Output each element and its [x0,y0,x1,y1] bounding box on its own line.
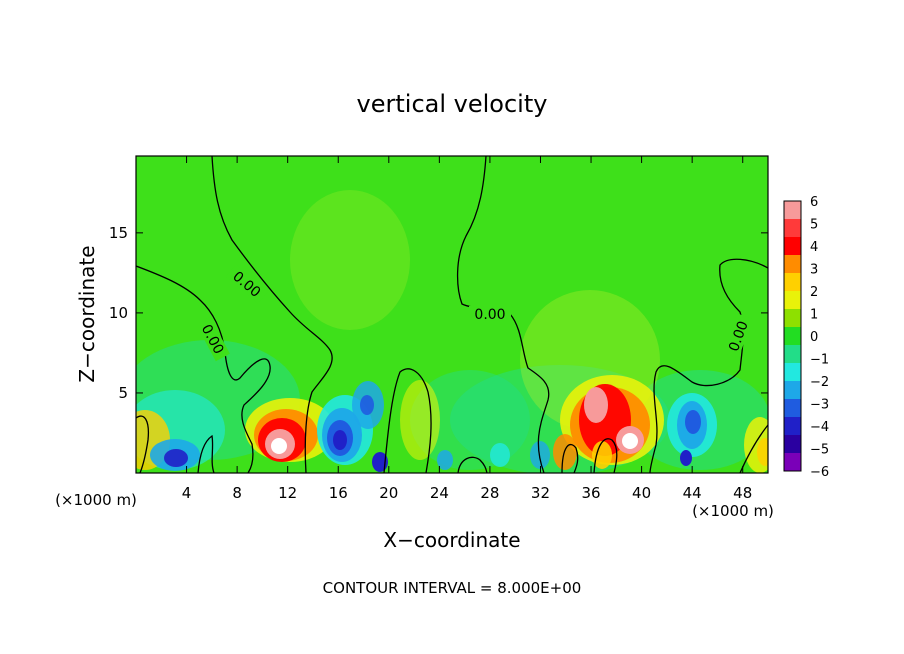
colorbar-swatch [784,327,801,346]
field-blob [437,450,453,470]
colorbar-label: −3 [810,398,829,413]
colorbar-swatch [784,309,801,328]
colorbar-swatch [784,381,801,400]
colorbar-swatch [784,273,801,292]
contour-line [649,258,768,473]
field-blob [271,438,287,454]
colorbar-swatch [784,345,801,364]
x-tick-label: 40 [632,484,651,502]
colorbar-label: 6 [810,195,818,210]
colorbar-frame [783,200,802,472]
x-tick-label: 20 [379,484,398,502]
field-blob [360,395,374,415]
colorbar-swatch [784,453,801,472]
field-blob [530,441,550,469]
plot-area: 0.00 0.00 0.00 0.00 [136,156,768,473]
x-tick-label: 36 [581,484,600,502]
colorbar-label: −1 [810,353,829,368]
field-blob [400,380,440,460]
field-blob [490,443,510,467]
x-tick-label: 44 [683,484,702,502]
field-blobs [136,190,768,473]
plot-frame [135,155,769,474]
x-tick-label: 48 [733,484,752,502]
x-tick-label: 24 [430,484,449,502]
x-tick-label: 8 [232,484,242,502]
x-tick-label: 12 [278,484,297,502]
y-tick-label: 5 [118,384,128,402]
field-blob [757,438,768,466]
colorbar-label: −5 [810,443,829,458]
field-blob [680,450,692,466]
contour-line [197,434,215,473]
x-axis: 4 8 12 16 20 24 28 32 36 40 44 48 [182,156,752,502]
contour-line [739,424,768,473]
colorbar-swatch [784,255,801,274]
y-axis: 5 10 15 [109,224,768,402]
y-tick-label: 15 [109,224,128,242]
colorbar: 6 5 4 3 2 1 0 −1 −2 −3 −4 −5 −6 [783,195,829,480]
colorbar-swatch [784,201,801,220]
colorbar-swatch [784,237,801,256]
field-blob [622,433,638,449]
field-blob [685,410,701,434]
colorbar-label: 0 [810,330,818,345]
colorbar-swatch [784,219,801,238]
colorbar-swatch [784,399,801,418]
colorbar-swatch [784,291,801,310]
field-blob [164,449,188,467]
colorbar-swatch [784,363,801,382]
field-blob [290,190,410,330]
field-blob [584,387,608,423]
contour-line [561,443,579,473]
x-tick-label: 16 [329,484,348,502]
x-unit-label-right: (×1000 m) [692,502,774,520]
colorbar-label: 1 [810,308,818,323]
x-tick-label: 28 [480,484,499,502]
x-tick-label: 32 [531,484,550,502]
contour-line [457,456,488,473]
chart-title: vertical velocity [357,90,548,118]
colorbar-label: −6 [810,465,829,480]
colorbar-label: 2 [810,285,818,300]
field-blob [333,430,347,450]
contour-line [593,438,618,473]
field-blob [592,441,612,469]
colorbar-label: 5 [810,218,818,233]
x-tick-label: 4 [182,484,192,502]
contour-line [136,415,150,473]
colorbar-label: 3 [810,263,818,278]
colorbar-label: 4 [810,240,818,255]
contour-line [136,265,271,473]
colorbar-swatch [784,435,801,454]
y-axis-title: Z−coordinate [75,245,99,382]
x-axis-title: X−coordinate [383,528,520,552]
colorbar-label: −4 [810,420,829,435]
y-tick-label: 10 [109,304,128,322]
contour-line [211,156,333,473]
colorbar-label: −2 [810,375,829,390]
contour-label: 0.00 [474,307,505,323]
contour-line [383,368,432,473]
x-unit-label: (×1000 m) [55,491,137,509]
contour-interval-note: CONTOUR INTERVAL = 8.000E+00 [323,579,582,597]
colorbar-swatch [784,417,801,436]
